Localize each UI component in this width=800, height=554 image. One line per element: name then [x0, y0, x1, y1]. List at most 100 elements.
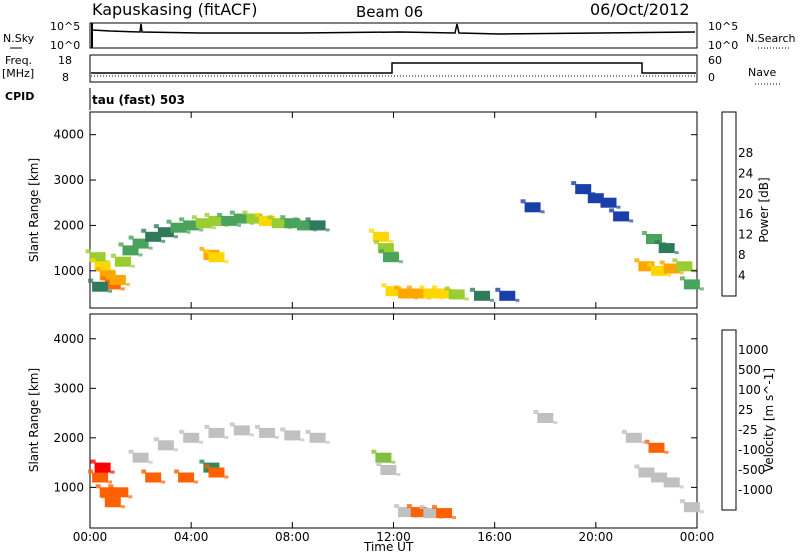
- data-cell-fringe: [100, 276, 106, 281]
- power-colorbar: 4 8 12 16 20 24 28: [721, 111, 753, 297]
- data-cell-fringe: [647, 262, 653, 267]
- data-cell-fringe: [394, 504, 400, 509]
- data-cell-fringe: [217, 212, 223, 217]
- velocity-panel: 1000 2000 3000 4000 Slant Range [km] 1000 50…: [27, 313, 776, 529]
- y-tick-label: 4000: [53, 128, 84, 142]
- data-cell-fringe: [204, 424, 210, 429]
- data-cell: [638, 467, 655, 478]
- data-cell: [658, 243, 675, 254]
- data-cell-fringe: [249, 433, 254, 437]
- data-cell-fringe: [325, 440, 330, 444]
- data-cell-fringe: [368, 228, 374, 233]
- velocity-data: [88, 410, 704, 520]
- data-cell-fringe: [267, 215, 273, 220]
- station-title: Kapuskasing (fitACF): [92, 0, 257, 19]
- data-cell-fringe: [229, 210, 235, 215]
- data-cell-fringe: [108, 289, 113, 293]
- data-cell-fringe: [110, 470, 115, 474]
- data-cell: [587, 193, 604, 204]
- data-cell: [221, 215, 238, 226]
- nsky-tick-top: 10^5: [50, 20, 80, 33]
- data-cell-fringe: [371, 449, 377, 454]
- data-cell: [94, 261, 111, 272]
- x-tick-label: 04:00: [174, 530, 209, 544]
- colorbar-tick-label: -25: [738, 423, 758, 437]
- y-tick-label: 1000: [53, 480, 84, 494]
- x-tick-label: 12:00: [376, 530, 411, 544]
- data-cell-fringe: [553, 421, 558, 424]
- data-cell-fringe: [659, 260, 665, 265]
- data-cell-fringe: [325, 228, 330, 232]
- data-cell-fringe: [406, 504, 412, 509]
- nsearch-label: N.Search: [746, 32, 796, 45]
- data-cell-fringe: [153, 437, 159, 442]
- data-cell-fringe: [199, 228, 204, 232]
- power-panel-frame: [89, 111, 698, 309]
- data-cell-fringe: [679, 499, 685, 504]
- data-cell-fringe: [641, 440, 646, 444]
- data-cell: [651, 265, 668, 276]
- x-tick-label: 16:00: [477, 530, 512, 544]
- velocity-colorbar: 1000 500 100 25 -25 -100 -500 -1000: [721, 329, 773, 511]
- data-cell-fringe: [88, 278, 94, 283]
- beam-label: Beam 06: [356, 3, 423, 21]
- data-cell: [683, 279, 700, 290]
- data-cell-fringe: [583, 190, 589, 195]
- data-cell-fringe: [173, 235, 178, 239]
- data-cell-fringe: [85, 249, 91, 254]
- data-cell: [246, 213, 263, 224]
- nsearch-tick-bottom: 10^0: [708, 39, 738, 52]
- data-cell: [157, 440, 174, 451]
- data-cell-fringe: [199, 459, 205, 464]
- data-cell-fringe: [95, 484, 101, 489]
- colorbar-frame: [721, 111, 737, 297]
- data-cell: [575, 184, 592, 195]
- data-cell-fringe: [388, 239, 393, 243]
- data-cell-fringe: [105, 271, 111, 276]
- colorbar-tick-label: 16: [738, 207, 753, 221]
- data-cell-fringe: [300, 438, 305, 442]
- data-cell: [380, 465, 397, 475]
- colorbar-tick-label: 100: [738, 383, 761, 397]
- data-cell: [676, 261, 693, 272]
- data-cell-fringe: [141, 228, 147, 233]
- x-tick-label: 20:00: [579, 530, 614, 544]
- x-tick-label: 08:00: [275, 530, 310, 544]
- noise-panel: N.Sky 10^5 10^0 10^5 10^0 N.Search: [3, 20, 796, 52]
- data-cell: [646, 234, 662, 244]
- data-cell: [99, 487, 116, 498]
- data-cell: [284, 430, 301, 441]
- data-cell-fringe: [305, 217, 311, 222]
- freq-tick-top: 18: [58, 54, 72, 67]
- data-cell: [183, 220, 200, 231]
- noise-panel-frame: [89, 22, 698, 49]
- data-cell: [613, 211, 630, 222]
- data-cell-fringe: [495, 287, 501, 292]
- data-cell: [112, 487, 129, 498]
- cpid-text: tau (fast) 503: [92, 93, 185, 107]
- data-cell-fringe: [128, 449, 134, 454]
- data-cell-fringe: [255, 424, 260, 429]
- data-cell: [208, 215, 225, 226]
- data-cell-fringe: [672, 258, 678, 263]
- data-cell: [297, 220, 313, 231]
- data-cell: [157, 227, 174, 238]
- power-panel: 1000 2000 3000 4000 Slant Range [km] 4 8 12 16…: [27, 111, 771, 309]
- data-cell: [410, 507, 427, 518]
- y-tick-label: 2000: [53, 218, 84, 232]
- data-cell-fringe: [654, 240, 660, 245]
- data-cell-fringe: [634, 258, 640, 263]
- data-cell-fringe: [120, 287, 125, 291]
- data-cell-fringe: [141, 469, 147, 474]
- data-cell-fringe: [293, 217, 298, 222]
- x-tick-label: 00:00: [680, 530, 715, 544]
- data-cell-fringe: [173, 448, 178, 452]
- colorbar-tick-label: 8: [738, 248, 746, 262]
- nsky-tick-bottom: 10^0: [50, 39, 80, 52]
- data-cell: [448, 289, 465, 300]
- data-cell: [372, 231, 389, 242]
- data-cell-fringe: [642, 231, 647, 235]
- data-cell-fringe: [229, 422, 235, 427]
- colorbar-tick-label: 1000: [738, 343, 769, 357]
- data-cell-fringe: [540, 210, 545, 214]
